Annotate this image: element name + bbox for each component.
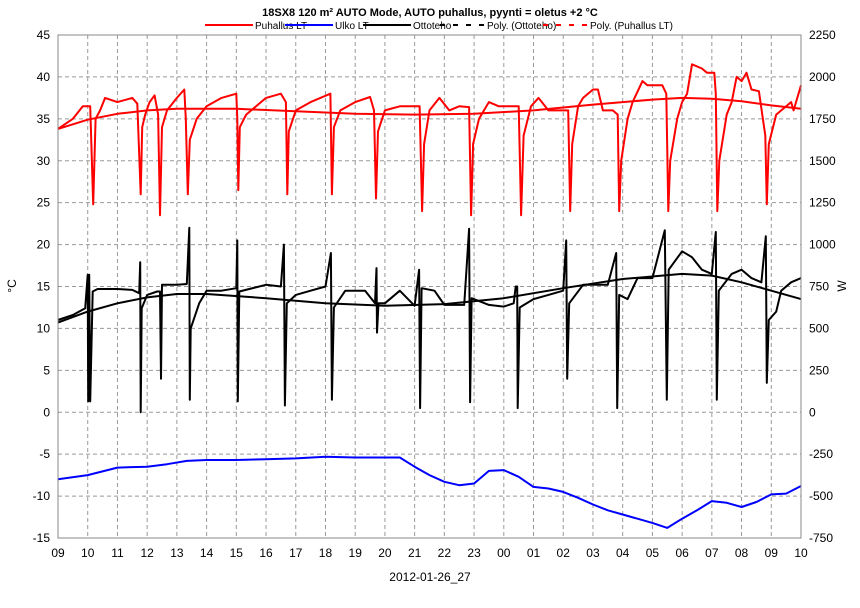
x-tick-label: 11: [111, 546, 124, 560]
y-left-tick-label: -5: [39, 447, 50, 461]
y-left-tick-label: 15: [37, 280, 51, 294]
x-tick-label: 15: [230, 546, 244, 560]
x-tick-label: 09: [51, 546, 65, 560]
y-left-tick-label: -10: [33, 489, 51, 503]
y-left-tick-label: 45: [37, 28, 51, 42]
y-right-tick-label: 250: [809, 363, 829, 377]
y-left-tick-label: 0: [43, 405, 50, 419]
y-right-tick-label: 750: [809, 280, 829, 294]
legend: Puhallus LT Ulko LT Ottoteho Poly. (Ottoteh…: [205, 21, 673, 32]
y-left-tick-label: 35: [37, 112, 51, 126]
plot-frame: [57, 34, 802, 539]
x-tick-label: 22: [438, 546, 452, 560]
series-group: [57, 63, 802, 529]
y-left-tick-label: 20: [37, 238, 51, 252]
x-tick-label: 19: [349, 546, 363, 560]
x-tick-label: 07: [705, 546, 719, 560]
y-left-tick-label: 40: [37, 70, 51, 84]
y-right-tick-label: 2000: [809, 70, 836, 84]
x-tick-label: 02: [557, 546, 571, 560]
x-tick-label: 23: [467, 546, 481, 560]
legend-entry: Poly. (Ottoteho): [487, 21, 556, 32]
y-right-tick-label: 1500: [809, 154, 836, 168]
x-tick-label: 09: [765, 546, 779, 560]
x-tick-label: 16: [259, 546, 273, 560]
x-tick-label: 14: [200, 546, 214, 560]
x-tick-label: 03: [586, 546, 600, 560]
x-tick-label: 10: [81, 546, 95, 560]
x-tick-label: 17: [289, 546, 303, 560]
grid: [58, 35, 801, 538]
series-line-poly-puhallus-lt: [57, 96, 802, 130]
chart-title: 18SX8 120 m² AUTO Mode, AUTO puhallus, p…: [262, 7, 598, 19]
y-right-tick-label: 1750: [809, 112, 836, 126]
y-right-tick-label: 500: [809, 321, 829, 335]
x-tick-label: 04: [616, 546, 630, 560]
legend-entry: Ulko LT: [335, 21, 369, 32]
y-left-tick-label: -15: [33, 531, 51, 545]
legend-entry: Ottoteho: [413, 21, 452, 32]
y-right-tick-label: 1000: [809, 238, 836, 252]
tick-labels: 09 10 11 12 13 14 15 16 17 18 19 20 21 22 23 00 01 02 03 04…: [33, 28, 836, 560]
y-right-tick-label: 0: [809, 405, 816, 419]
legend-entry: Poly. (Puhallus LT): [590, 21, 673, 32]
x-tick-label: 05: [646, 546, 660, 560]
x-tick-label: 18: [319, 546, 333, 560]
series-line-ulko-lt: [57, 455, 802, 529]
y-right-tick-label: 2250: [809, 28, 836, 42]
y-right-tick-label: -500: [809, 489, 833, 503]
y-left-tick-label: 25: [37, 196, 51, 210]
y-right-tick-label: -750: [809, 531, 833, 545]
y-left-tick-label: 30: [37, 154, 51, 168]
y-axis-left-label: °C: [5, 279, 19, 293]
series-line-poly-ottoteho: [57, 272, 802, 324]
y-left-tick-label: 5: [43, 363, 50, 377]
x-tick-label: 21: [408, 546, 422, 560]
y-right-tick-label: 1250: [809, 196, 836, 210]
y-right-tick-label: -250: [809, 447, 833, 461]
x-tick-label: 10: [794, 546, 808, 560]
legend-entry: Puhallus LT: [255, 21, 307, 32]
x-tick-label: 20: [378, 546, 392, 560]
x-tick-label: 08: [735, 546, 749, 560]
x-tick-label: 01: [527, 546, 541, 560]
x-tick-label: 00: [497, 546, 511, 560]
y-axis-right-label: W: [835, 280, 849, 292]
x-axis-label: 2012-01-26_27: [389, 570, 471, 584]
x-tick-label: 13: [170, 546, 184, 560]
x-tick-label: 06: [675, 546, 689, 560]
x-tick-label: 12: [140, 546, 154, 560]
y-left-tick-label: 10: [37, 321, 51, 335]
